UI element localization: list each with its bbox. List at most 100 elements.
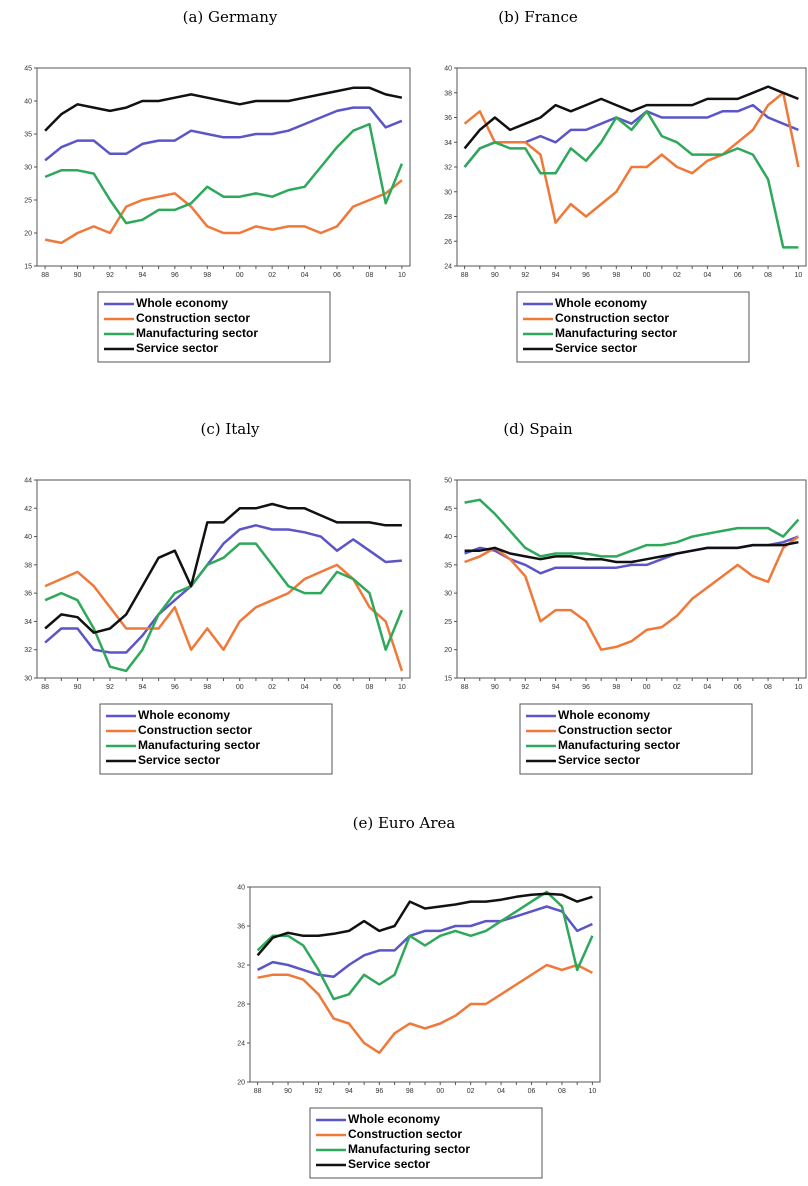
x-tick-label: 98: [203, 272, 211, 279]
x-tick-label: 06: [333, 684, 341, 691]
x-tick-label: 92: [521, 272, 529, 279]
x-tick-label: 96: [375, 1088, 383, 1095]
x-tick-label: 00: [236, 684, 244, 691]
x-tick-label: 88: [461, 684, 469, 691]
series-line: [257, 905, 593, 978]
y-tick-label: 45: [24, 66, 32, 73]
x-tick-label: 98: [612, 272, 620, 279]
x-tick-label: 02: [268, 684, 276, 691]
series-line: [464, 498, 800, 558]
y-tick-label: 38: [24, 562, 32, 569]
y-tick-label: 44: [24, 478, 32, 485]
x-tick-label: 00: [643, 272, 651, 279]
y-tick-label: 32: [24, 647, 32, 654]
y-tick-label: 38: [444, 90, 452, 97]
x-tick-label: 96: [582, 684, 590, 691]
x-tick-label: 04: [301, 272, 309, 279]
legend-label: Service sector: [136, 341, 218, 355]
legend-label: Manufacturing sector: [138, 738, 260, 752]
y-tick-label: 25: [24, 198, 32, 205]
y-tick-label: 30: [24, 676, 32, 683]
plot-frame: [249, 886, 601, 1083]
legend-label: Service sector: [558, 753, 640, 767]
series-line: [44, 542, 404, 673]
y-tick-label: 34: [24, 619, 32, 626]
plot-frame: [36, 67, 411, 267]
y-tick-label: 15: [444, 676, 452, 683]
x-tick-label: 08: [558, 1088, 566, 1095]
x-tick-label: 06: [734, 272, 742, 279]
y-tick-label: 32: [444, 165, 452, 172]
x-tick-label: 10: [398, 684, 406, 691]
x-tick-label: 90: [74, 684, 82, 691]
legend-label: Construction sector: [555, 311, 669, 325]
x-tick-label: 00: [436, 1088, 444, 1095]
x-tick-label: 08: [764, 272, 772, 279]
legend-label: Whole economy: [348, 1112, 440, 1126]
x-tick-label: 02: [268, 272, 276, 279]
x-tick-label: 94: [139, 684, 147, 691]
x-tick-label: 88: [41, 272, 49, 279]
x-tick-label: 04: [301, 684, 309, 691]
legend-label: Whole economy: [138, 708, 230, 722]
y-tick-label: 28: [237, 1002, 245, 1009]
y-tick-label: 20: [444, 647, 452, 654]
series-line: [44, 86, 403, 132]
y-tick-label: 40: [237, 885, 245, 892]
y-tick-label: 36: [237, 924, 245, 931]
legend-label: Manufacturing sector: [136, 326, 258, 340]
y-tick-label: 40: [24, 534, 32, 541]
series-line: [44, 122, 404, 225]
x-tick-label: 06: [528, 1088, 536, 1095]
x-tick-label: 92: [521, 684, 529, 691]
y-tick-label: 50: [444, 478, 452, 485]
x-tick-label: 94: [552, 684, 560, 691]
y-tick-label: 34: [444, 140, 452, 147]
series-line: [463, 103, 799, 168]
y-tick-label: 42: [24, 506, 32, 513]
legend-label: Manufacturing sector: [558, 738, 680, 752]
x-tick-label: 02: [467, 1088, 475, 1095]
series-line: [463, 110, 799, 249]
series-line: [44, 524, 403, 654]
y-tick-label: 20: [237, 1080, 245, 1087]
plot-frame: [456, 479, 807, 679]
x-tick-label: 92: [106, 684, 114, 691]
legend-label: Whole economy: [136, 296, 228, 310]
x-tick-label: 08: [764, 684, 772, 691]
x-tick-label: 02: [673, 272, 681, 279]
x-tick-label: 10: [398, 272, 406, 279]
x-tick-label: 90: [284, 1088, 292, 1095]
y-tick-label: 36: [444, 115, 452, 122]
x-tick-label: 04: [703, 272, 711, 279]
chart-title: (c) Italy: [200, 420, 260, 438]
legend-label: Whole economy: [558, 708, 650, 722]
legend-label: Manufacturing sector: [555, 326, 677, 340]
y-tick-label: 36: [24, 591, 32, 598]
series-line: [44, 179, 403, 245]
x-tick-label: 94: [552, 272, 560, 279]
series-line: [44, 502, 402, 634]
series-line: [256, 892, 593, 957]
series-line: [463, 85, 799, 150]
y-tick-label: 30: [444, 189, 452, 196]
y-tick-label: 15: [24, 264, 32, 271]
legend-label: Construction sector: [558, 723, 672, 737]
y-tick-label: 40: [444, 66, 452, 73]
chart-title: (d) Spain: [503, 420, 573, 438]
x-tick-label: 00: [236, 272, 244, 279]
y-tick-label: 40: [24, 99, 32, 106]
series-line: [44, 563, 404, 672]
y-tick-label: 32: [237, 963, 245, 970]
legend-label: Whole economy: [555, 296, 647, 310]
x-tick-label: 92: [106, 272, 114, 279]
x-tick-label: 96: [171, 684, 179, 691]
x-tick-label: 94: [345, 1088, 353, 1095]
series-line: [44, 106, 403, 162]
x-tick-label: 10: [795, 684, 803, 691]
legend-box: [516, 291, 750, 363]
chart-title: (b) France: [498, 8, 578, 26]
x-tick-label: 04: [703, 684, 711, 691]
y-tick-label: 25: [444, 619, 452, 626]
